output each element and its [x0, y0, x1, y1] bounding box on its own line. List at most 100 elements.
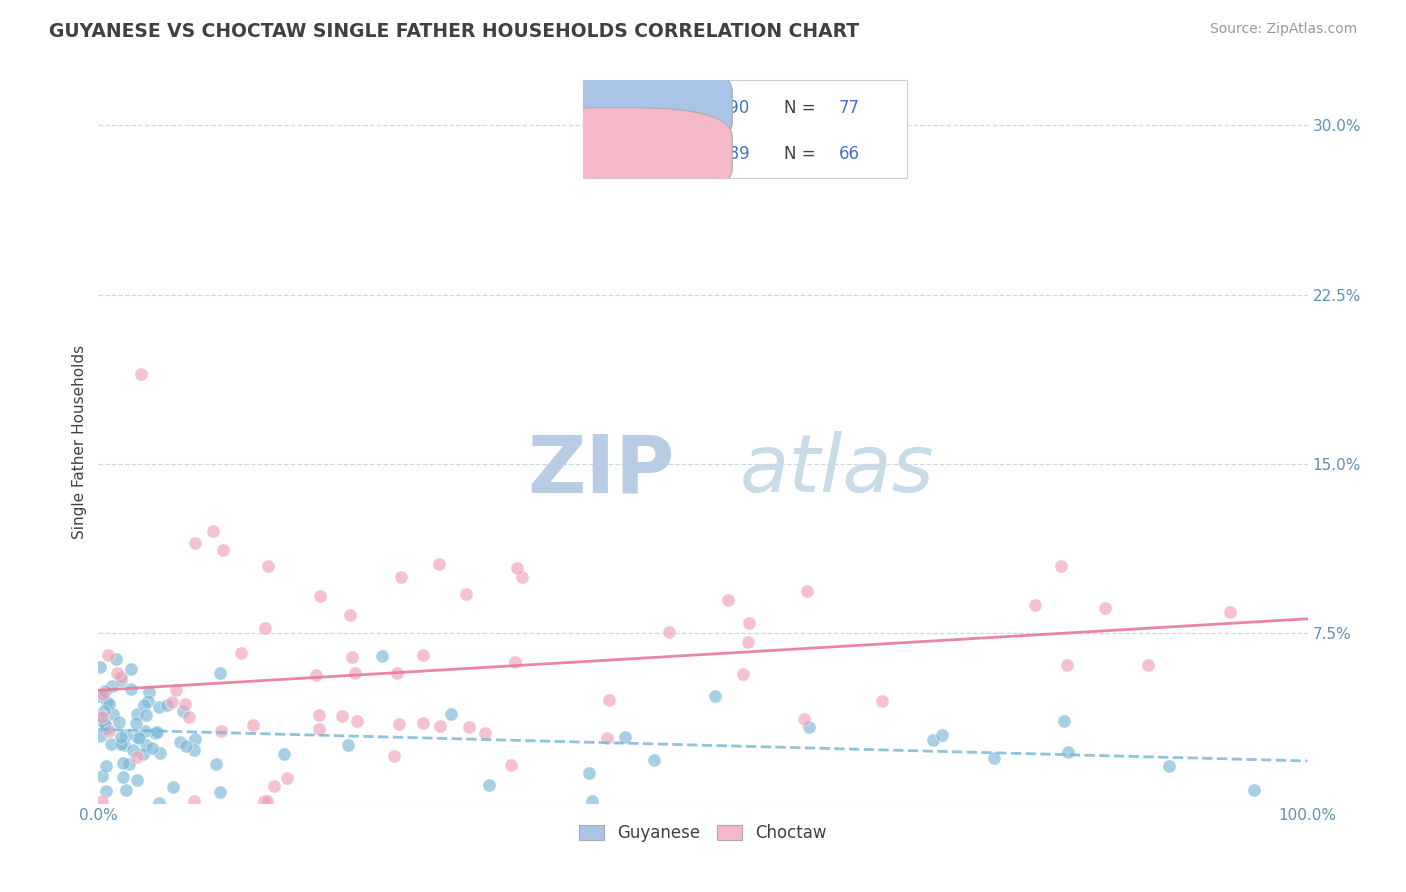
- Point: [135, 739, 157, 753]
- Point: [172, 704, 194, 718]
- Point: [1159, 758, 1181, 772]
- Point: [388, 717, 411, 731]
- Point: [931, 728, 953, 742]
- Point: [128, 731, 150, 745]
- FancyBboxPatch shape: [499, 108, 733, 198]
- Point: [91, 769, 114, 783]
- Point: [125, 730, 148, 744]
- Point: [115, 782, 138, 797]
- Point: [114, 728, 136, 742]
- Point: [1219, 605, 1241, 619]
- Point: [440, 707, 463, 722]
- Point: [717, 593, 740, 607]
- Point: [110, 673, 132, 687]
- Point: [96, 721, 118, 735]
- Point: [273, 747, 295, 761]
- Point: [208, 665, 231, 680]
- Text: R =: R =: [648, 99, 685, 117]
- Point: [330, 709, 353, 723]
- Point: [120, 681, 142, 696]
- Point: [1056, 658, 1078, 673]
- Point: [138, 693, 160, 707]
- Point: [141, 741, 163, 756]
- Point: [613, 730, 636, 744]
- Point: [148, 699, 170, 714]
- Text: -0.190: -0.190: [697, 99, 749, 117]
- Point: [1052, 714, 1074, 729]
- Text: atlas: atlas: [740, 432, 934, 509]
- Point: [146, 725, 169, 739]
- Point: [643, 754, 665, 768]
- Point: [454, 587, 477, 601]
- Point: [581, 794, 603, 808]
- Point: [1243, 783, 1265, 797]
- Point: [134, 698, 156, 712]
- Point: [598, 692, 620, 706]
- Point: [342, 649, 364, 664]
- Point: [165, 682, 187, 697]
- Point: [89, 711, 111, 725]
- Point: [737, 635, 759, 649]
- Point: [596, 731, 619, 746]
- Point: [183, 743, 205, 757]
- Point: [870, 693, 893, 707]
- Point: [96, 695, 118, 709]
- Point: [201, 524, 224, 538]
- Point: [89, 729, 111, 743]
- Point: [94, 784, 117, 798]
- Point: [382, 748, 405, 763]
- Point: [94, 758, 117, 772]
- Text: R =: R =: [648, 145, 685, 163]
- Point: [231, 646, 253, 660]
- Point: [253, 621, 276, 635]
- Point: [184, 536, 207, 550]
- Point: [104, 652, 127, 666]
- Text: 66: 66: [839, 145, 860, 163]
- Point: [256, 793, 278, 807]
- Point: [134, 724, 156, 739]
- Point: [458, 720, 481, 734]
- Point: [177, 709, 200, 723]
- Point: [389, 570, 412, 584]
- Point: [89, 660, 111, 674]
- Text: N =: N =: [785, 99, 821, 117]
- Text: GUYANESE VS CHOCTAW SINGLE FATHER HOUSEHOLDS CORRELATION CHART: GUYANESE VS CHOCTAW SINGLE FATHER HOUSEH…: [49, 22, 859, 41]
- Point: [1094, 600, 1116, 615]
- Point: [162, 694, 184, 708]
- Point: [183, 793, 205, 807]
- Text: 0.289: 0.289: [697, 145, 749, 163]
- Point: [1049, 558, 1071, 573]
- Point: [98, 724, 121, 739]
- Point: [658, 624, 681, 639]
- Point: [110, 731, 132, 745]
- Point: [510, 570, 533, 584]
- Point: [138, 684, 160, 698]
- Point: [501, 757, 523, 772]
- Point: [101, 679, 124, 693]
- Point: [89, 689, 111, 703]
- Point: [174, 739, 197, 753]
- Point: [343, 665, 366, 680]
- Point: [110, 737, 132, 751]
- Point: [132, 747, 155, 761]
- Point: [308, 722, 330, 736]
- Point: [105, 665, 128, 680]
- Point: [922, 732, 945, 747]
- Point: [135, 708, 157, 723]
- Point: [242, 718, 264, 732]
- Point: [276, 771, 298, 785]
- Point: [253, 793, 276, 807]
- Point: [112, 738, 135, 752]
- Point: [703, 689, 725, 703]
- Point: [108, 714, 131, 729]
- Point: [125, 750, 148, 764]
- Y-axis label: Single Father Households: Single Father Households: [72, 344, 87, 539]
- Point: [91, 714, 114, 729]
- Point: [799, 720, 821, 734]
- Legend: Guyanese, Choctaw: Guyanese, Choctaw: [572, 817, 834, 848]
- Point: [183, 732, 205, 747]
- Point: [506, 561, 529, 575]
- Point: [162, 780, 184, 794]
- Point: [125, 716, 148, 731]
- Point: [733, 666, 755, 681]
